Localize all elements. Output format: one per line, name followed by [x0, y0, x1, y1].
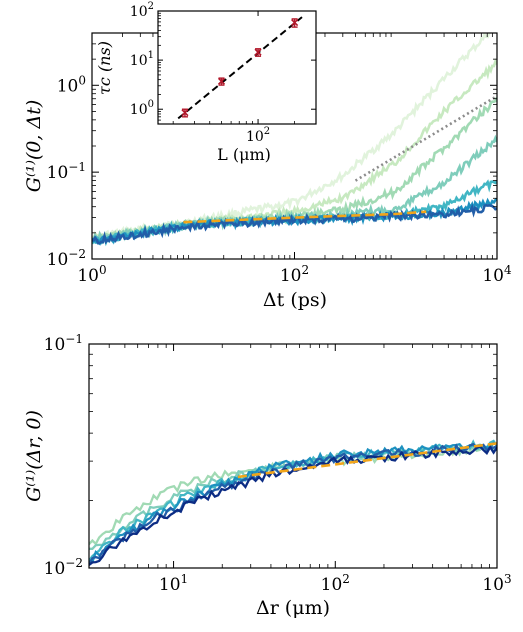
inset-marker: [217, 77, 226, 85]
bottom-x-tick-label: 102: [321, 572, 350, 595]
inset-x-tick-label: 102: [246, 126, 270, 145]
inset-marker: [254, 48, 262, 56]
inset-point-3: [254, 48, 262, 57]
inset-fit-line: [177, 16, 303, 120]
inset-point-2: [217, 77, 226, 86]
top-x-tick-label: 100: [77, 263, 106, 286]
inset-background: [158, 11, 316, 124]
top-series-group: [92, 33, 497, 247]
top-x-axis-label: Δt (ps): [263, 289, 327, 311]
inset-plot: 102 100 101 102 τc (ns) L (μm): [95, 1, 317, 164]
bottom-y-tick-label: 10−1: [44, 332, 83, 355]
bottom-x-tick-label: 103: [482, 572, 511, 595]
bottom-y-axis-label: G⁽¹⁾(Δr, 0): [23, 410, 45, 502]
inset-x-axis-label: L (μm): [217, 145, 271, 164]
inset-marker: [181, 109, 189, 117]
inset-y-tick-label: 100: [130, 99, 154, 118]
bottom-series-line-5: [89, 442, 497, 565]
bottom-series-group: [89, 439, 497, 566]
top-x-tick-label: 104: [482, 263, 512, 286]
inset-y-axis-label: τc (ns): [95, 41, 114, 95]
bottom-panel-plot: 101 102 103 10−2 10−1 G⁽¹⁾(Δr, 0) Δr (μm): [23, 332, 512, 619]
bottom-series-line-6: [89, 444, 497, 566]
inset-marker: [291, 19, 299, 27]
inset-points-group: [181, 18, 299, 118]
bottom-fit-line: [237, 442, 498, 479]
inset-point-1: [181, 108, 189, 118]
bottom-x-tick-label: 101: [159, 572, 188, 595]
inset-y-tick-label: 102: [130, 1, 154, 20]
top-y-axis-label: G⁽¹⁾(0, Δt): [23, 100, 45, 192]
bottom-panel-frame: [88, 343, 498, 569]
inset-point-4: [291, 18, 299, 28]
top-tick-group: 100 102 104 10−2 10−1 100: [47, 33, 512, 286]
inset-y-tick-label: 101: [130, 50, 154, 69]
top-x-tick-label: 102: [280, 263, 309, 286]
top-fit-line: [183, 210, 427, 224]
top-y-tick-label: 10−2: [47, 247, 86, 270]
bottom-x-axis-label: Δr (μm): [256, 597, 330, 619]
bottom-y-tick-label: 10−2: [44, 556, 83, 579]
top-y-tick-label: 100: [57, 73, 86, 96]
top-panel-plot: 100 102 104 10−2 10−1 100 G⁽¹⁾(0, Δt) Δt (ps): [23, 32, 512, 311]
bottom-tick-group: 101 102 103 10−2 10−1: [44, 332, 512, 595]
top-y-tick-label: 10−1: [47, 160, 86, 183]
inset-tick-group: 102 100 101 102: [130, 1, 316, 145]
top-series-line-7: [92, 203, 497, 245]
